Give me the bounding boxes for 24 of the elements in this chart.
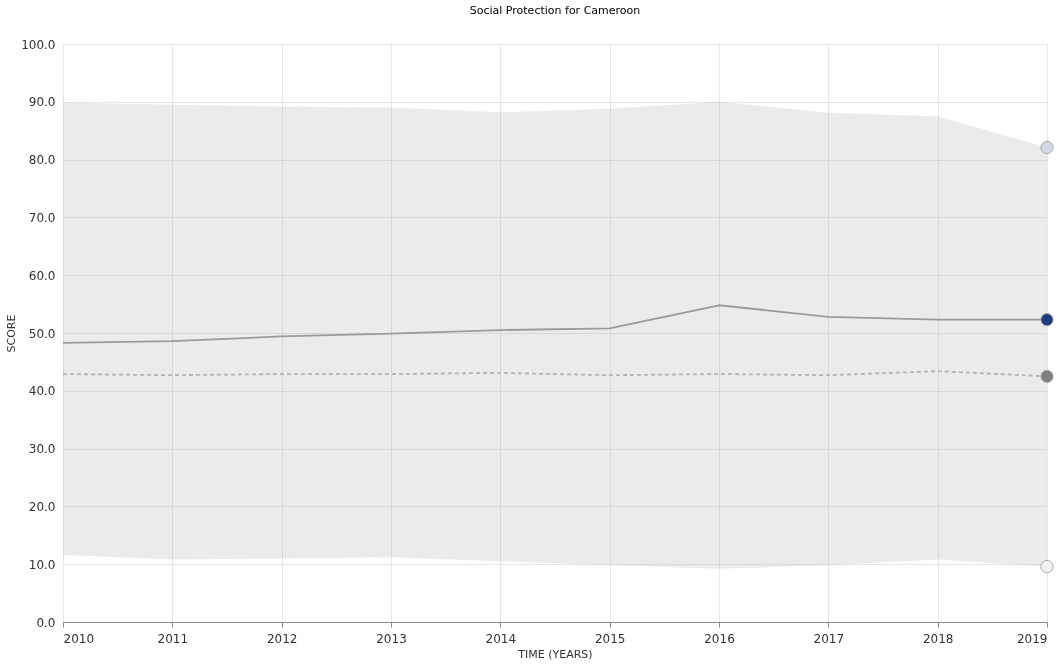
y-axis-title: SCORE [5,314,19,353]
x-tick-label: 2012 [266,631,298,646]
y-tick-label: 50.0 [28,326,56,341]
x-tick-label: 2014 [485,631,517,646]
y-tick-label: 40.0 [28,384,56,399]
y-tick-label: 80.0 [28,153,56,168]
y-tick-label: 30.0 [28,442,56,457]
y-tick-label: 0.0 [36,615,56,630]
x-tick-label: 2018 [922,631,954,646]
y-tick-label: 90.0 [28,95,56,110]
x-tick-label: 2010 [63,631,95,646]
y-tick-label: 70.0 [28,210,56,225]
y-tick-label: 20.0 [28,499,56,514]
y-tick-label: 60.0 [28,268,56,283]
x-tick-label: 2016 [704,631,735,646]
y-tick-label: 10.0 [28,557,56,572]
x-tick-label: 2017 [813,631,845,646]
x-tick-label: 2011 [157,631,189,646]
x-tick-label: 2013 [376,631,407,646]
x-axis-title: TIME (YEARS) [517,647,593,661]
chart-title: Social Protection for Cameroon [469,4,641,17]
x-tick-label: 2019 [1016,631,1048,646]
y-tick-label: 100.0 [21,37,56,52]
x-tick-label: 2015 [594,631,626,646]
